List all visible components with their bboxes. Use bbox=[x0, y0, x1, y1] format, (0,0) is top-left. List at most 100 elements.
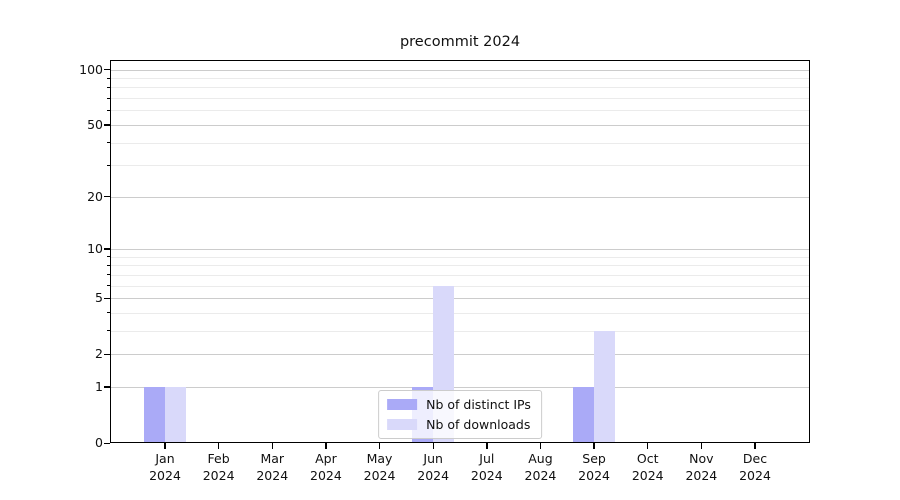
x-tick-month: Feb bbox=[207, 451, 230, 466]
chart-title: precommit 2024 bbox=[399, 34, 521, 50]
x-tick-year: 2024 bbox=[470, 467, 503, 483]
y-tickmark-50 bbox=[104, 124, 110, 126]
x-tick-month: May bbox=[366, 451, 393, 466]
gridline-major-1 bbox=[110, 386, 810, 388]
y-minor-tickmark-40 bbox=[106, 142, 110, 144]
y-tick-label-1: 1 bbox=[95, 378, 103, 394]
x-tick-label-jul: Jul 2024 bbox=[455, 451, 519, 484]
gridline-minor-90 bbox=[110, 78, 810, 80]
x-tick-label-oct: Oct 2024 bbox=[616, 451, 680, 484]
gridline-major-50 bbox=[110, 124, 810, 126]
x-tick-year: 2024 bbox=[578, 467, 610, 483]
legend-swatch-downloads bbox=[387, 419, 418, 430]
gridline-major-10 bbox=[110, 248, 810, 250]
x-tickmark-oct bbox=[647, 443, 649, 449]
bar-sep-distinct-ips bbox=[573, 386, 595, 443]
x-tick-label-aug: Aug 2024 bbox=[508, 451, 572, 484]
gridline-minor-80 bbox=[110, 87, 810, 89]
x-tickmark-jul bbox=[486, 443, 488, 449]
x-tick-month: Nov bbox=[689, 451, 714, 466]
gridline-minor-60 bbox=[110, 110, 810, 112]
x-tick-month: Jan bbox=[155, 451, 175, 466]
bar-jan-downloads bbox=[165, 386, 186, 443]
x-tick-year: 2024 bbox=[417, 467, 450, 483]
gridline-minor-9 bbox=[110, 256, 810, 258]
gridline-minor-6 bbox=[110, 285, 810, 287]
legend-label-downloads: Nb of downloads bbox=[426, 417, 531, 432]
y-tick-label-2: 2 bbox=[95, 346, 103, 362]
legend-swatch-distinct-ips bbox=[387, 399, 418, 410]
plot-frame bbox=[110, 60, 810, 443]
x-tick-month: Dec bbox=[742, 451, 768, 466]
x-tick-month: Jul bbox=[479, 451, 495, 466]
x-tickmark-jun bbox=[432, 443, 434, 449]
x-tick-month: Aug bbox=[528, 451, 553, 466]
x-tick-label-jan: Jan 2024 bbox=[133, 451, 197, 484]
legend: Nb of distinct IPs Nb of downloads bbox=[378, 390, 542, 439]
gridline-minor-4 bbox=[110, 312, 810, 314]
x-tick-label-sep: Sep 2024 bbox=[562, 451, 626, 484]
x-tickmark-may bbox=[378, 443, 381, 449]
y-tickmark-2 bbox=[104, 353, 110, 355]
y-tick-label-5: 5 bbox=[95, 290, 103, 306]
y-minor-tickmark-7 bbox=[106, 274, 110, 276]
x-tick-year: 2024 bbox=[310, 467, 342, 483]
y-tick-label-50: 50 bbox=[87, 116, 103, 132]
x-tick-month: Oct bbox=[636, 451, 659, 466]
x-tickmark-feb bbox=[218, 443, 220, 449]
y-minor-tickmark-3 bbox=[106, 330, 110, 332]
x-tick-year: 2024 bbox=[363, 467, 396, 483]
y-tick-label-0: 0 bbox=[95, 435, 103, 450]
x-tick-label-dec: Dec 2024 bbox=[723, 451, 787, 484]
x-tick-year: 2024 bbox=[524, 467, 557, 483]
plot-area: Nb of distinct IPs Nb of downloads bbox=[110, 60, 810, 443]
x-tickmark-mar bbox=[271, 443, 273, 449]
gridline-minor-40 bbox=[110, 142, 810, 144]
y-minor-tickmark-60 bbox=[106, 109, 110, 111]
x-tickmark-nov bbox=[700, 443, 703, 449]
y-minor-tickmark-4 bbox=[106, 312, 110, 314]
x-tick-year: 2024 bbox=[149, 467, 181, 483]
y-minor-tickmark-9 bbox=[106, 256, 110, 258]
x-tickmark-jan bbox=[164, 443, 166, 449]
gridline-minor-7 bbox=[110, 274, 810, 276]
y-tickmark-10 bbox=[104, 248, 110, 250]
x-tick-month: Sep bbox=[582, 451, 606, 466]
y-minor-tickmark-70 bbox=[106, 97, 110, 99]
y-minor-tickmark-80 bbox=[106, 86, 110, 88]
x-tickmark-apr bbox=[325, 443, 327, 449]
x-tick-label-jun: Jun 2024 bbox=[401, 451, 465, 484]
x-tick-label-mar: Mar 2024 bbox=[240, 451, 304, 484]
y-minor-tickmark-8 bbox=[106, 264, 110, 266]
x-tickmark-aug bbox=[539, 443, 542, 449]
y-tickmark-20 bbox=[104, 196, 110, 198]
y-minor-tickmark-6 bbox=[106, 285, 110, 287]
gridline-minor-70 bbox=[110, 98, 810, 100]
y-tick-label-20: 20 bbox=[87, 188, 103, 204]
x-tick-label-nov: Nov 2024 bbox=[669, 451, 733, 484]
bar-jan-distinct-ips bbox=[144, 386, 165, 443]
gridline-major-5 bbox=[110, 298, 810, 300]
x-tick-year: 2024 bbox=[739, 467, 771, 483]
y-tickmark-0 bbox=[104, 442, 110, 444]
bar-sep-downloads bbox=[594, 330, 616, 443]
legend-item-downloads: Nb of downloads bbox=[387, 417, 531, 432]
x-tick-month: Jun bbox=[423, 451, 443, 466]
y-tick-label-10: 10 bbox=[87, 240, 103, 256]
x-tick-year: 2024 bbox=[685, 467, 718, 483]
x-tickmark-dec bbox=[754, 443, 756, 449]
legend-item-distinct-ips: Nb of distinct IPs bbox=[387, 397, 531, 412]
gridline-major-20 bbox=[110, 196, 810, 198]
x-tick-label-feb: Feb 2024 bbox=[187, 451, 251, 484]
y-tickmark-5 bbox=[104, 297, 110, 299]
y-minor-tickmark-90 bbox=[106, 77, 110, 79]
x-tick-label-may: May 2024 bbox=[348, 451, 412, 484]
y-tick-label-100: 100 bbox=[79, 61, 103, 77]
x-tickmark-sep bbox=[593, 443, 595, 449]
gridline-minor-8 bbox=[110, 265, 810, 267]
x-tick-year: 2024 bbox=[202, 467, 235, 483]
gridline-minor-30 bbox=[110, 165, 810, 167]
gridline-major-2 bbox=[110, 354, 810, 356]
gridline-major-100 bbox=[110, 69, 810, 71]
